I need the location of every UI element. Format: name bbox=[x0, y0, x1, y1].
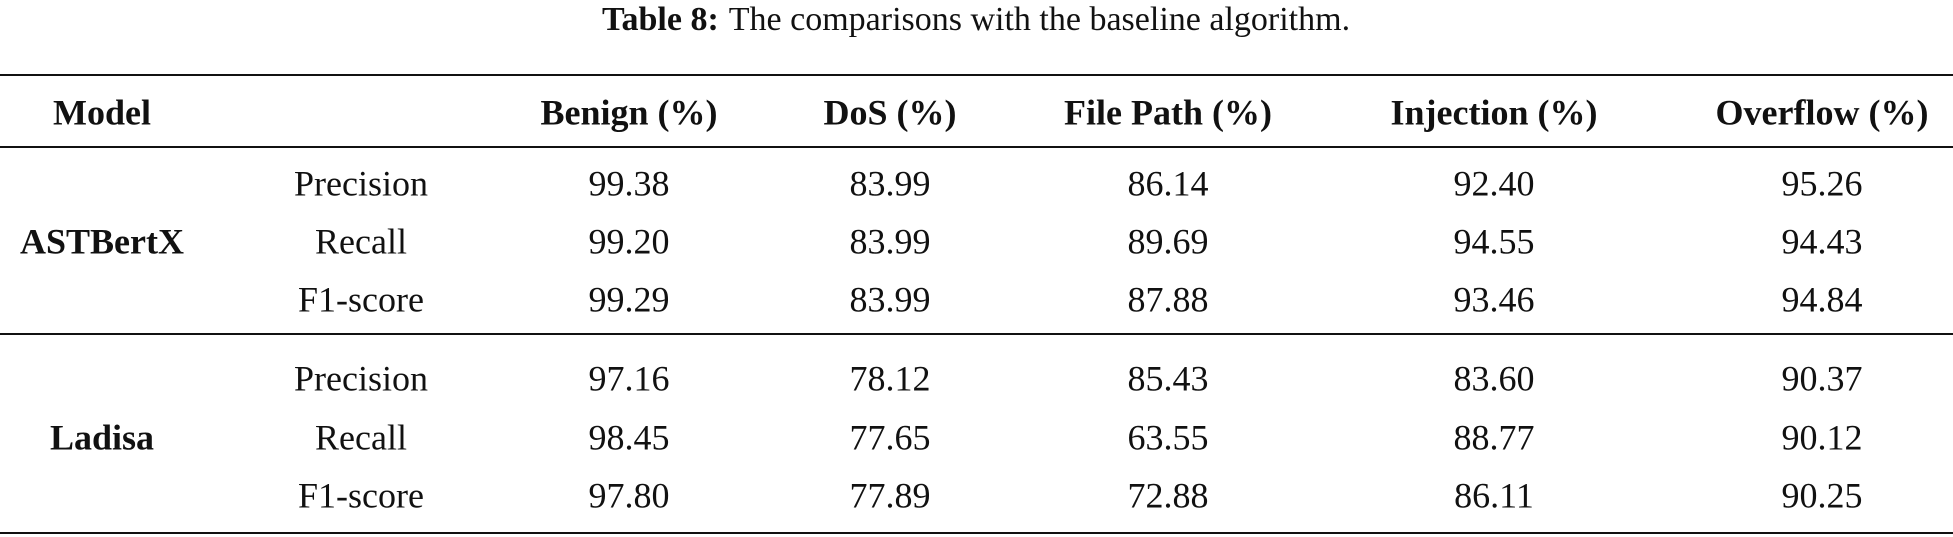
value-cell: 77.89 bbox=[850, 475, 931, 515]
value-cell: 90.12 bbox=[1782, 417, 1863, 457]
value-cell: 99.20 bbox=[589, 221, 670, 261]
value-cell: 86.14 bbox=[1128, 163, 1209, 203]
value-cell: 85.43 bbox=[1128, 358, 1209, 398]
metric-cell: Precision bbox=[294, 358, 428, 398]
model-cell: Ladisa bbox=[50, 417, 154, 457]
header-cell: DoS (%) bbox=[824, 92, 957, 132]
value-cell: 95.26 bbox=[1782, 163, 1863, 203]
metric-cell: Precision bbox=[294, 163, 428, 203]
caption: Table 8: The comparisons with the baselin… bbox=[602, 1, 1350, 38]
value-cell: 98.45 bbox=[589, 417, 670, 457]
header-cell: Injection (%) bbox=[1391, 92, 1598, 132]
value-cell: 90.25 bbox=[1782, 475, 1863, 515]
value-cell: 89.69 bbox=[1128, 221, 1209, 261]
value-cell: 92.40 bbox=[1454, 163, 1535, 203]
caption-label: Table 8: bbox=[602, 1, 719, 38]
value-cell: 77.65 bbox=[850, 417, 931, 457]
value-cell: 87.88 bbox=[1128, 279, 1209, 319]
value-cell: 99.29 bbox=[589, 279, 670, 319]
value-cell: 88.77 bbox=[1454, 417, 1535, 457]
value-cell: 99.38 bbox=[589, 163, 670, 203]
value-cell: 93.46 bbox=[1454, 279, 1535, 319]
metric-cell: Recall bbox=[315, 221, 407, 261]
header-cell: Benign (%) bbox=[540, 92, 717, 132]
value-cell: 63.55 bbox=[1128, 417, 1209, 457]
caption-text: The comparisons with the baseline algori… bbox=[729, 1, 1350, 38]
value-cell: 83.99 bbox=[850, 221, 931, 261]
model-cell: ASTBertX bbox=[20, 221, 184, 261]
header-cell: File Path (%) bbox=[1064, 92, 1272, 132]
value-cell: 83.99 bbox=[850, 163, 931, 203]
metric-cell: F1-score bbox=[298, 475, 424, 515]
value-cell: 94.43 bbox=[1782, 221, 1863, 261]
value-cell: 94.55 bbox=[1454, 221, 1535, 261]
value-cell: 90.37 bbox=[1782, 358, 1863, 398]
value-cell: 78.12 bbox=[850, 358, 931, 398]
metric-cell: F1-score bbox=[298, 279, 424, 319]
value-cell: 83.60 bbox=[1454, 358, 1535, 398]
value-cell: 97.80 bbox=[589, 475, 670, 515]
value-cell: 86.11 bbox=[1454, 475, 1534, 515]
header-cell: Overflow (%) bbox=[1716, 92, 1929, 132]
value-cell: 83.99 bbox=[850, 279, 931, 319]
header-cell: Model bbox=[53, 92, 151, 132]
metric-cell: Recall bbox=[315, 417, 407, 457]
value-cell: 94.84 bbox=[1782, 279, 1863, 319]
value-cell: 72.88 bbox=[1128, 475, 1209, 515]
value-cell: 97.16 bbox=[589, 358, 670, 398]
